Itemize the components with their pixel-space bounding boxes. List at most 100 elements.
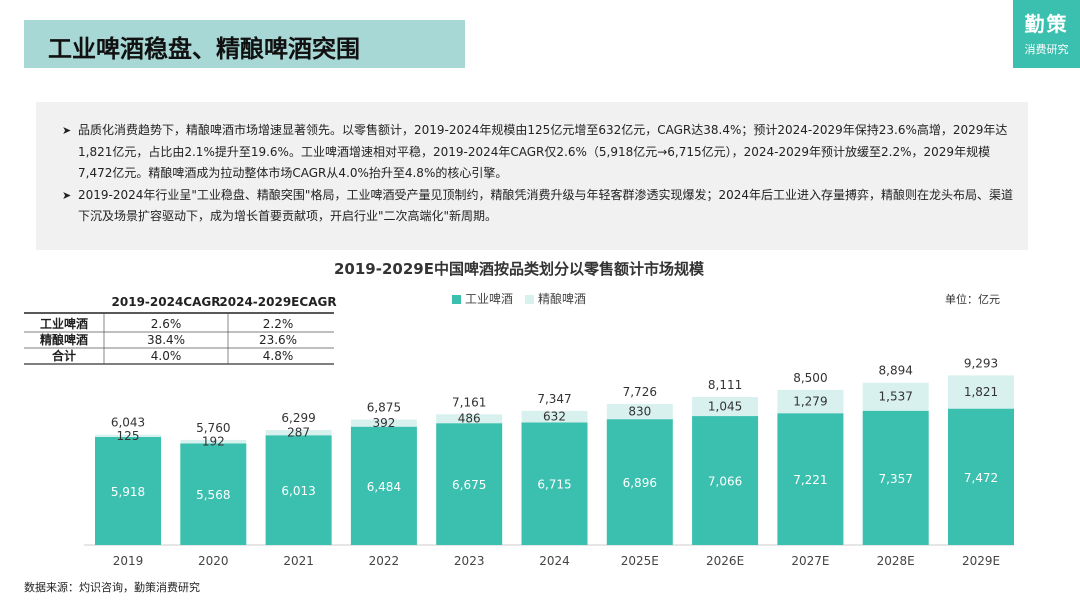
table-row-label: 精酿啤酒 [40,332,88,347]
data-label-industrial: 7,066 [708,475,742,489]
bar-craft [350,419,417,427]
data-label-total: 7,347 [537,392,571,406]
chart-title: 2019-2029E中国啤酒按品类划分以零售额计市场规模 [334,260,705,278]
logo-sub-text: 消费研究 [1024,43,1069,56]
logo-main-text: 勤策 [1024,12,1069,36]
page-title: 工业啤酒稳盘、精酿啤酒突围 [48,35,360,63]
table-cell: 38.4% [147,333,185,347]
data-label-industrial: 7,221 [793,473,827,487]
data-label-total: 6,299 [281,411,315,425]
x-tick-label: 2022 [369,554,400,568]
summary-box: ➤ 品质化消费趋势下，精酿啤酒市场增速显著领先。以零售额计，2019-2024年… [36,102,1028,250]
table-cell: 2.6% [151,317,182,331]
bar-industrial [95,436,161,545]
x-tick-label: 2025E [621,554,659,568]
x-tick-label: 2020 [198,554,229,568]
bar-industrial [180,443,247,545]
legend-label-craft: 精酿啤酒 [538,291,586,306]
bar-industrial [436,423,503,545]
legend-label-industrial: 工业啤酒 [465,291,513,306]
data-label-industrial: 7,472 [964,471,998,485]
data-label-craft: 632 [543,410,566,424]
data-label-total: 8,500 [793,371,827,385]
summary-bullet-2: ➤ 2019-2024年行业呈"工业稳盘、精酿突围"格局，工业啤酒受产量见顶制约… [62,185,1014,228]
bar-craft [862,382,929,411]
data-label-total: 7,726 [623,385,657,399]
table-cell: 4.0% [151,349,182,363]
data-label-craft: 392 [372,416,395,430]
bar-industrial [521,422,588,545]
bar-craft [777,389,844,414]
table-cell: 4.8% [263,349,294,363]
brand-logo: 勤策 消费研究 [1013,0,1080,68]
data-label-industrial: 6,896 [623,476,657,490]
bar-industrial [692,416,759,545]
chart-legend: 工业啤酒 精酿啤酒 [452,291,586,306]
bar-craft [180,439,247,444]
bar-craft [521,410,588,423]
data-label-total: 8,894 [879,364,913,378]
legend-swatch-industrial [452,295,461,304]
data-source: 数据来源：灼识咨询，勤策消费研究 [24,581,200,594]
table-cell: 2.2% [263,317,294,331]
table-row-label: 合计 [52,348,76,363]
title-band: 工业啤酒稳盘、精酿啤酒突围 [24,20,465,68]
bar-craft [948,375,1014,409]
data-label-total: 5,760 [196,421,230,435]
bar-craft [95,434,161,437]
bar-industrial [265,435,332,545]
bar-craft [606,404,673,420]
data-label-craft: 1,821 [964,385,998,399]
bar-industrial [948,408,1014,545]
bar-industrial [862,410,929,545]
data-label-industrial: 6,715 [537,478,571,492]
data-label-industrial: 7,357 [879,472,913,486]
data-label-craft: 1,537 [879,390,913,404]
data-label-total: 7,161 [452,395,486,409]
data-label-total: 6,043 [111,416,145,430]
summary-bullet-1-text: 品质化消费趋势下，精酿啤酒市场增速显著领先。以零售额计，2019-2024年规模… [78,123,1008,180]
bar-industrial [777,413,844,545]
data-label-craft: 1,045 [708,400,742,414]
bar-craft [265,430,332,436]
data-label-craft: 830 [628,405,651,419]
x-tick-label: 2029E [962,554,1000,568]
data-label-industrial: 5,918 [111,485,145,499]
x-tick-label: 2028E [877,554,915,568]
data-label-total: 6,875 [367,401,401,415]
data-label-craft: 486 [458,412,481,426]
data-label-craft: 192 [202,435,225,449]
data-label-industrial: 6,675 [452,478,486,492]
x-tick-label: 2023 [454,554,485,568]
data-label-industrial: 6,013 [281,484,315,498]
data-label-craft: 287 [287,426,310,440]
unit-label: 单位：亿元 [945,292,1000,306]
data-label-craft: 125 [117,429,140,443]
arrow-bullet-icon: ➤ [62,124,72,137]
data-label-industrial: 6,484 [367,480,401,494]
x-tick-label: 2024 [539,554,570,568]
table-header: 2019-2024CAGR [112,295,221,309]
table-cell: 23.6% [259,333,297,347]
table-header: 2024-2029ECAGR [219,295,336,309]
bar-industrial [606,419,673,545]
data-label-total: 8,111 [708,378,742,392]
arrow-bullet-icon: ➤ [62,188,72,202]
x-tick-label: 2027E [791,554,829,568]
summary-bullet-1: ➤ 品质化消费趋势下，精酿啤酒市场增速显著领先。以零售额计，2019-2024年… [62,120,1014,185]
x-tick-label: 2026E [706,554,744,568]
x-tick-label: 2019 [113,554,144,568]
data-label-craft: 1,279 [793,395,827,409]
x-tick-label: 2021 [283,554,314,568]
data-label-total: 9,293 [964,356,998,370]
bar-craft [692,396,759,417]
bar-industrial [350,426,417,545]
bar-craft [436,414,503,424]
table-row-label: 工业啤酒 [40,316,88,331]
summary-bullet-2-text: 2019-2024年行业呈"工业稳盘、精酿突围"格局，工业啤酒受产量见顶制约，精… [78,187,1013,224]
data-label-industrial: 5,568 [196,488,230,502]
legend-swatch-craft [525,295,534,304]
